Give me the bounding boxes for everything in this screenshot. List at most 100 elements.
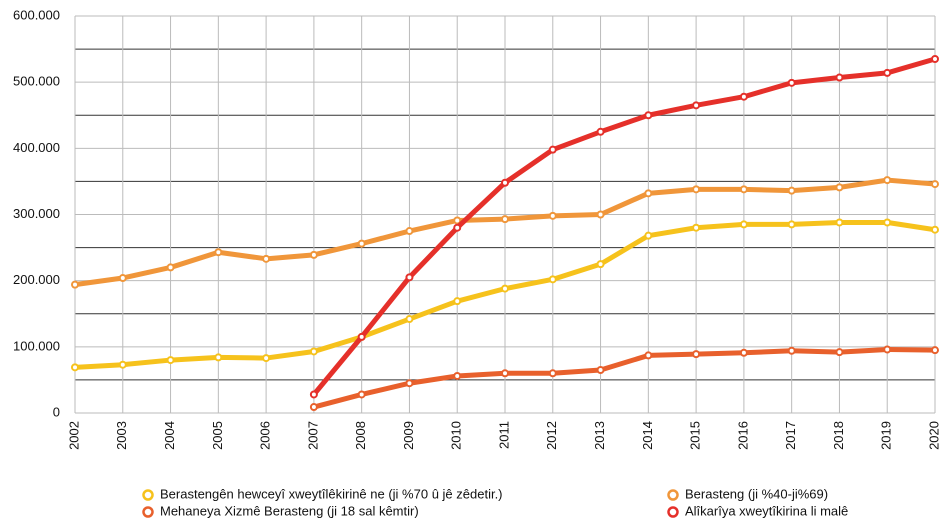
legend-label: Berastengên hewceyî xweytîlêkirinê ne (j…: [160, 486, 503, 501]
x-tick-label: 2017: [783, 421, 798, 450]
point: [405, 315, 414, 324]
y-tick-label: 500.000: [13, 74, 60, 89]
series-line: [311, 56, 936, 397]
point: [883, 345, 892, 354]
point: [644, 231, 653, 240]
point: [739, 348, 748, 357]
x-tick-label: 2010: [449, 421, 464, 450]
point: [931, 346, 939, 355]
point: [453, 223, 462, 232]
x-tick-label: 2005: [210, 421, 225, 450]
point: [501, 369, 509, 378]
point: [883, 176, 892, 185]
x-tick-label: 2019: [879, 421, 894, 450]
x-tick-label: 2013: [592, 421, 607, 450]
point: [357, 239, 366, 248]
legend-label: Mehaneya Xizmê Berasteng (ji 18 sal kêmt…: [160, 503, 419, 518]
point: [166, 356, 175, 365]
point: [835, 183, 844, 192]
y-tick-label: 100.000: [13, 338, 60, 353]
legend-marker: [667, 506, 679, 518]
point: [644, 111, 653, 120]
point: [596, 260, 605, 269]
point: [357, 332, 366, 341]
point: [548, 275, 557, 284]
point: [309, 250, 318, 259]
y-tick-label: 400.000: [13, 140, 60, 155]
point: [883, 68, 892, 77]
y-tick-label: 300.000: [13, 206, 60, 221]
point: [739, 185, 748, 194]
point: [405, 227, 414, 236]
point: [262, 254, 271, 263]
point: [548, 211, 557, 220]
x-tick-label: 2009: [401, 421, 416, 450]
point: [644, 189, 653, 198]
legend-marker: [667, 489, 679, 501]
point: [262, 354, 271, 363]
x-tick-label: 2012: [544, 421, 559, 450]
x-tick-label: 2004: [162, 421, 177, 450]
point: [501, 215, 509, 224]
point: [214, 353, 223, 362]
point: [787, 346, 796, 355]
x-tick-label: 2011: [496, 421, 511, 449]
point: [71, 363, 79, 372]
x-tick-label: 2006: [258, 421, 273, 450]
point: [214, 248, 223, 257]
point: [309, 390, 318, 399]
x-tick-label: 2015: [688, 421, 703, 450]
x-tick-label: 2007: [305, 421, 320, 450]
x-tick-label: 2020: [926, 421, 941, 450]
point: [118, 360, 127, 369]
x-tick-label: 2018: [831, 421, 846, 450]
y-tick-label: 200.000: [13, 272, 60, 287]
legend-label: Alîkarîya xweytîkirina li malê: [685, 503, 848, 518]
point: [835, 218, 844, 227]
point: [405, 273, 414, 282]
point: [596, 365, 605, 374]
point: [692, 101, 701, 110]
point: [883, 218, 892, 227]
point: [835, 348, 844, 357]
point: [596, 210, 605, 219]
point: [692, 350, 701, 359]
legend-marker: [142, 506, 154, 518]
point: [405, 379, 414, 388]
point: [931, 55, 939, 64]
x-tick-label: 2016: [735, 421, 750, 450]
point: [739, 220, 748, 229]
point: [501, 284, 509, 293]
point: [118, 274, 127, 283]
point: [835, 73, 844, 82]
x-tick-label: 2008: [353, 421, 368, 450]
point: [166, 263, 175, 272]
point: [453, 371, 462, 380]
point: [931, 180, 939, 189]
point: [453, 216, 462, 225]
point: [787, 220, 796, 229]
point: [309, 403, 318, 412]
point: [501, 178, 509, 187]
point: [787, 186, 796, 195]
x-tick-label: 2003: [114, 421, 129, 450]
legend-marker: [142, 489, 154, 501]
point: [931, 225, 939, 234]
point: [596, 127, 605, 136]
x-tick-label: 2014: [640, 421, 655, 450]
point: [739, 92, 748, 101]
legend-label: Berasteng (ji %40-ji%69): [685, 486, 828, 501]
point: [692, 223, 701, 232]
point: [71, 280, 79, 289]
point: [309, 347, 318, 356]
y-tick-label: 600.000: [13, 7, 60, 22]
point: [548, 369, 557, 378]
point: [644, 351, 653, 360]
point: [787, 78, 796, 87]
y-tick-label: 0: [53, 404, 60, 419]
point: [453, 297, 462, 306]
x-tick-label: 2002: [66, 421, 81, 450]
point: [357, 390, 366, 399]
point: [548, 145, 557, 154]
